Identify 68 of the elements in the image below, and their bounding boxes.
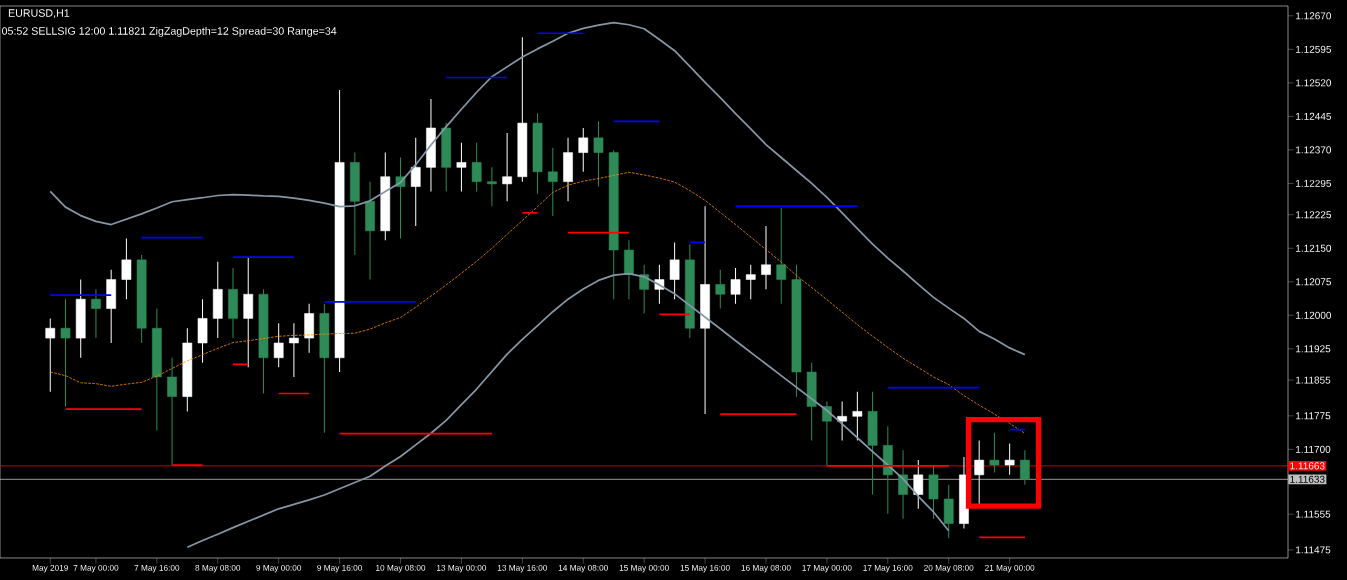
candlestick [45, 317, 56, 393]
y-tick-label: 1.12000 [1296, 311, 1332, 319]
candlestick [1020, 449, 1030, 486]
candlestick [837, 401, 847, 441]
y-tick-label: 1.11925 [1296, 345, 1331, 353]
y-tick-label: 1.11700 [1296, 445, 1331, 453]
candlestick [410, 137, 421, 227]
candlestick [121, 237, 132, 300]
ref-line-label: 1.11663 [1290, 462, 1325, 470]
candlestick [639, 264, 649, 314]
candlestick [745, 264, 756, 300]
candlestick [578, 127, 589, 173]
candlestick [974, 439, 985, 505]
candlestick [913, 459, 924, 510]
candlestick [593, 120, 604, 188]
y-tick-label: 1.12225 [1296, 211, 1332, 219]
x-tick-label: 14 May 08:00 [558, 564, 608, 573]
chart-title: EURUSD,H1 [8, 9, 70, 19]
candlestick [989, 432, 1000, 474]
x-tick-label: 9 May 00:00 [256, 564, 302, 573]
x-tick-label: 15 May 16:00 [680, 564, 730, 573]
x-tick-label: 21 May 00:00 [985, 564, 1035, 573]
candlestick [60, 298, 71, 407]
candlestick [91, 288, 101, 339]
y-tick-label: 1.11555 [1296, 510, 1331, 518]
y-tick-label: 1.12075 [1296, 278, 1332, 286]
x-tick-label: 7 May 00:00 [73, 564, 119, 573]
x-tick-label: May 2019 [32, 564, 69, 573]
x-tick-label: 16 May 08:00 [741, 564, 791, 573]
candlestick [167, 357, 177, 466]
candlestick [898, 449, 908, 520]
candlestick [669, 241, 680, 300]
candlestick [730, 267, 741, 305]
x-tick-label: 10 May 08:00 [376, 564, 426, 573]
ref-line-label: 1.11633 [1290, 475, 1325, 483]
candlestick [761, 225, 771, 290]
x-tick-label: 17 May 16:00 [863, 564, 913, 573]
candlestick [547, 147, 558, 217]
candlestick [822, 401, 832, 466]
candlestick [471, 142, 482, 192]
y-tick-label: 1.12445 [1296, 112, 1332, 120]
candlestick [776, 207, 787, 305]
x-tick-label: 15 May 00:00 [619, 564, 669, 573]
y-tick-label: 1.12520 [1296, 79, 1332, 87]
x-tick-label: 13 May 00:00 [437, 564, 487, 573]
candlestick [289, 322, 299, 378]
candlestick [273, 322, 284, 368]
x-tick-label: 20 May 08:00 [924, 564, 974, 573]
y-tick-label: 1.12295 [1296, 179, 1332, 187]
y-tick-label: 1.11775 [1296, 412, 1331, 420]
y-tick-label: 1.12150 [1296, 244, 1332, 252]
x-tick-label: 8 May 08:00 [195, 564, 241, 573]
x-tick-label: 13 May 16:00 [497, 564, 548, 573]
y-tick-label: 1.12670 [1296, 12, 1332, 20]
text: 05:52 SELLSIG 12:00 1.11821 ZigZagDepth=12 Spread=30 Range=34 [2, 26, 337, 37]
candlestick [1004, 443, 1015, 476]
candlestick [715, 269, 726, 310]
y-tick-label: 1.11475 [1296, 546, 1331, 554]
x-tick-label: 7 May 16:00 [134, 564, 180, 573]
candlestick [487, 166, 497, 207]
candlestick [456, 142, 467, 192]
candlestick [502, 132, 512, 202]
y-tick-label: 1.12370 [1296, 146, 1332, 154]
candlestick [852, 391, 863, 441]
y-tick-label: 1.12595 [1296, 45, 1332, 53]
x-tick-label: 9 May 16:00 [317, 564, 362, 573]
x-tick-label: 17 May 00:00 [802, 564, 852, 573]
y-tick-label: 1.11855 [1296, 376, 1331, 384]
